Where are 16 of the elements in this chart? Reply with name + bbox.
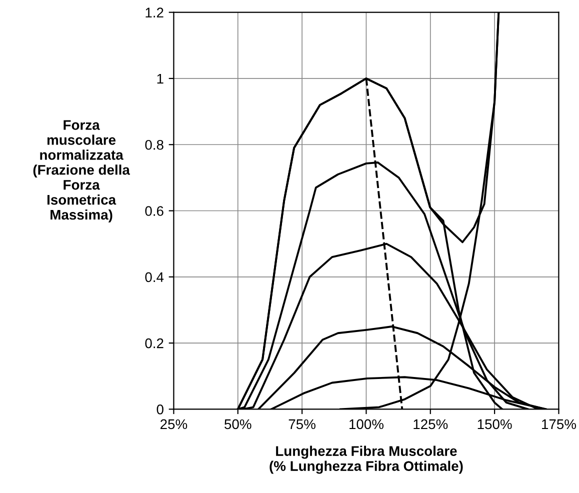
x-tick-label: 25% xyxy=(160,419,188,430)
y-tick-label: 1.2 xyxy=(146,8,164,18)
y-tick-label: 1 xyxy=(157,74,164,84)
y-tick-label: 0.8 xyxy=(145,140,164,150)
x-tick-label: 100% xyxy=(350,419,384,430)
y-tick-label: 0.6 xyxy=(145,206,164,216)
y-axis-title: Forza muscolare normalizzata (Frazione della Forza Isometrica Massima) xyxy=(33,120,130,222)
x-tick-label: 50% xyxy=(224,419,252,430)
x-axis-title: Lunghezza Fibra Muscolare (% Lunghezza Fibra Ottimale) xyxy=(270,446,463,474)
x-tick-label: 125% xyxy=(414,419,448,430)
x-tick-label: 175% xyxy=(542,419,576,430)
x-tick-label: 150% xyxy=(478,419,512,430)
x-tick-label: 75% xyxy=(288,419,316,430)
y-tick-label: 0 xyxy=(156,404,164,414)
y-tick-label: 0.2 xyxy=(145,338,164,348)
y-tick-label: 0.4 xyxy=(145,272,164,282)
